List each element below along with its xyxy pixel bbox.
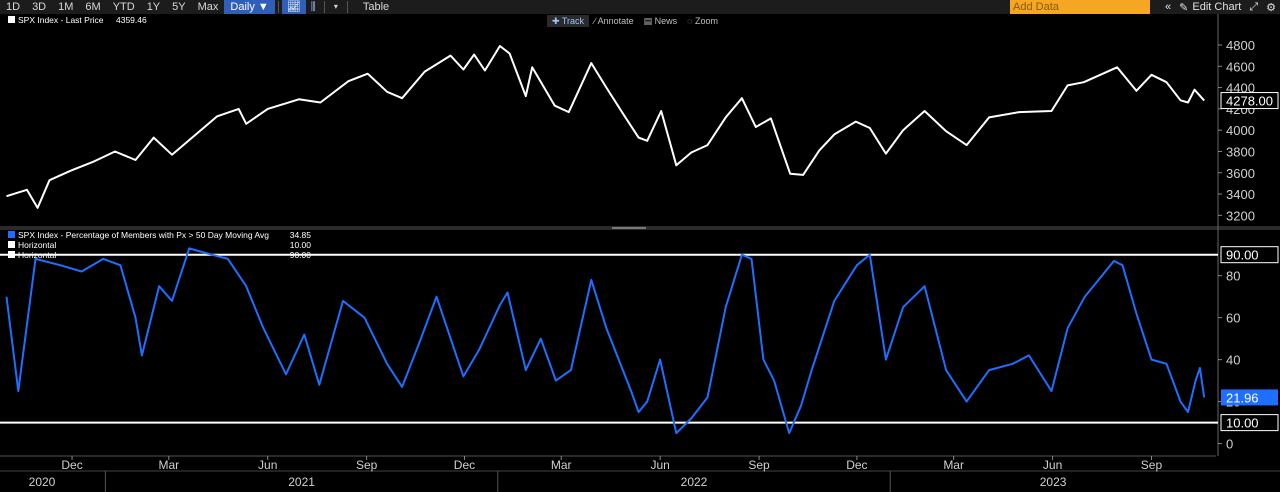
year-label: 2023: [1040, 475, 1067, 489]
legend-label: Horizontal: [18, 240, 56, 250]
last-value-box: [1221, 389, 1278, 406]
x-tick-label: Mar: [551, 458, 572, 472]
y-tick-label: 3200: [1226, 208, 1255, 223]
x-tick-label: Dec: [454, 458, 475, 472]
toolbar-divider: [277, 1, 279, 13]
x-tick-label: Jun: [1043, 458, 1062, 472]
y-tick-label: 60: [1226, 311, 1240, 326]
chart-toolbar: 1D 3D 1M 6M YTD 1Y 5Y Max Daily ▼ 📈︎ ⫼ ▾ Table: [0, 0, 1280, 14]
legend-value: 10.00: [290, 240, 312, 250]
period-button-6m[interactable]: 6M: [85, 1, 101, 13]
period-button-1y[interactable]: 1Y: [146, 1, 161, 13]
track-tool[interactable]: ✚ Track: [547, 15, 590, 27]
y-tick-label: 4600: [1226, 59, 1255, 74]
table-button[interactable]: Table: [362, 1, 390, 13]
chart-tools: ✚ Track ∕ Annotate ▤ News ◌ Zoom: [547, 15, 723, 27]
track-label: Track: [561, 16, 585, 26]
chart-type-menu-icon[interactable]: ▾: [333, 2, 338, 11]
year-label: 2021: [288, 475, 315, 489]
legend-label: Horizontal: [18, 250, 56, 260]
panel-divider-grip[interactable]: [612, 227, 646, 229]
edit-chart-button[interactable]: Edit Chart: [1192, 1, 1242, 13]
line-chart-icon[interactable]: 📈︎: [281, 0, 306, 14]
legend-value: 4359.46: [116, 15, 147, 25]
y-tick-label: 3800: [1226, 144, 1255, 159]
legend-label: SPX Index - Percentage of Members with P…: [18, 230, 269, 240]
x-tick-label: Sep: [356, 458, 378, 472]
panel-1: 3200340036003800400042004400460048004278…: [6, 15, 1279, 223]
horizontal-value-label: 90.00: [1226, 248, 1259, 263]
y-tick-label: 4400: [1226, 81, 1255, 96]
period-button-1m[interactable]: 1M: [58, 1, 74, 13]
legend-swatch: [8, 251, 15, 258]
news-tool[interactable]: ▤ News: [643, 16, 678, 26]
annotate-tool[interactable]: ∕ Annotate: [594, 16, 634, 26]
x-tick-label: Mar: [943, 458, 964, 472]
year-label: 2022: [681, 475, 708, 489]
last-value-box: [1220, 92, 1279, 110]
edit-icon[interactable]: ✎: [1179, 1, 1189, 14]
bar-chart-icon[interactable]: ⫼: [310, 1, 316, 13]
annotate-icon[interactable]: ⤢: [1249, 0, 1259, 13]
zoom-tool[interactable]: ◌ Zoom: [687, 16, 719, 26]
toolbar-divider: [323, 1, 325, 13]
period-button-max[interactable]: Max: [197, 1, 219, 13]
series-line-2[interactable]: [5, 247, 1206, 435]
annotate-label: Annotate: [597, 16, 634, 26]
legend-swatch: [8, 231, 15, 238]
period-button-3d[interactable]: 3D: [32, 1, 47, 13]
period-buttons: 1D 3D 1M 6M YTD 1Y 5Y Max: [0, 0, 224, 14]
news-label: News: [654, 16, 678, 26]
y-tick-label: 3600: [1226, 166, 1255, 181]
y-tick-label: 40: [1226, 353, 1240, 368]
series-line-1[interactable]: [6, 45, 1205, 209]
add-data-input[interactable]: [1010, 0, 1150, 14]
x-tick-label: Sep: [1141, 458, 1163, 472]
x-axis: Dec Mar Jun Sep Dec Mar Jun Sep Dec Mar Jun Sep 2020…: [0, 455, 1280, 492]
x-tick-label: Dec: [846, 458, 867, 472]
year-label: 2020: [29, 475, 56, 489]
x-tick-label: Jun: [258, 458, 277, 472]
horizontal-value-box: [1220, 246, 1279, 264]
x-tick-label: Mar: [158, 458, 179, 472]
zoom-label: Zoom: [695, 16, 719, 26]
y-tick-label: 4000: [1226, 123, 1255, 138]
legend-swatch: [8, 241, 15, 248]
legend-value: 90.00: [290, 250, 312, 260]
toolbar-divider: [346, 1, 348, 13]
horizontal-value-box: [1220, 414, 1279, 432]
period-button-ytd[interactable]: YTD: [112, 1, 135, 13]
last-value-label: 21.96: [1226, 390, 1259, 405]
last-value-label: 4278.00: [1226, 94, 1273, 109]
y-tick-label: 4800: [1226, 38, 1255, 53]
y-tick-label: 0: [1226, 437, 1233, 452]
period-button-5y[interactable]: 5Y: [172, 1, 186, 13]
frequency-dropdown[interactable]: Daily ▼: [224, 0, 275, 14]
legend-label: SPX Index - Last Price: [18, 15, 104, 25]
legend-swatch: [8, 16, 15, 23]
y-tick-label: 3400: [1226, 187, 1255, 202]
gear-icon[interactable]: ⚙: [1266, 1, 1276, 14]
x-tick-label: Jun: [650, 458, 669, 472]
collapse-icon[interactable]: «: [1165, 1, 1172, 13]
y-tick-label: 80: [1226, 269, 1240, 284]
horizontal-value-label: 10.00: [1226, 416, 1259, 431]
period-button-1d[interactable]: 1D: [6, 1, 21, 13]
toolbar-right: « ✎ Edit Chart ⤢ ⚙: [1161, 0, 1280, 14]
legend-value: 34.85: [290, 230, 312, 240]
x-tick-label: Dec: [61, 458, 82, 472]
x-tick-label: Sep: [748, 458, 770, 472]
